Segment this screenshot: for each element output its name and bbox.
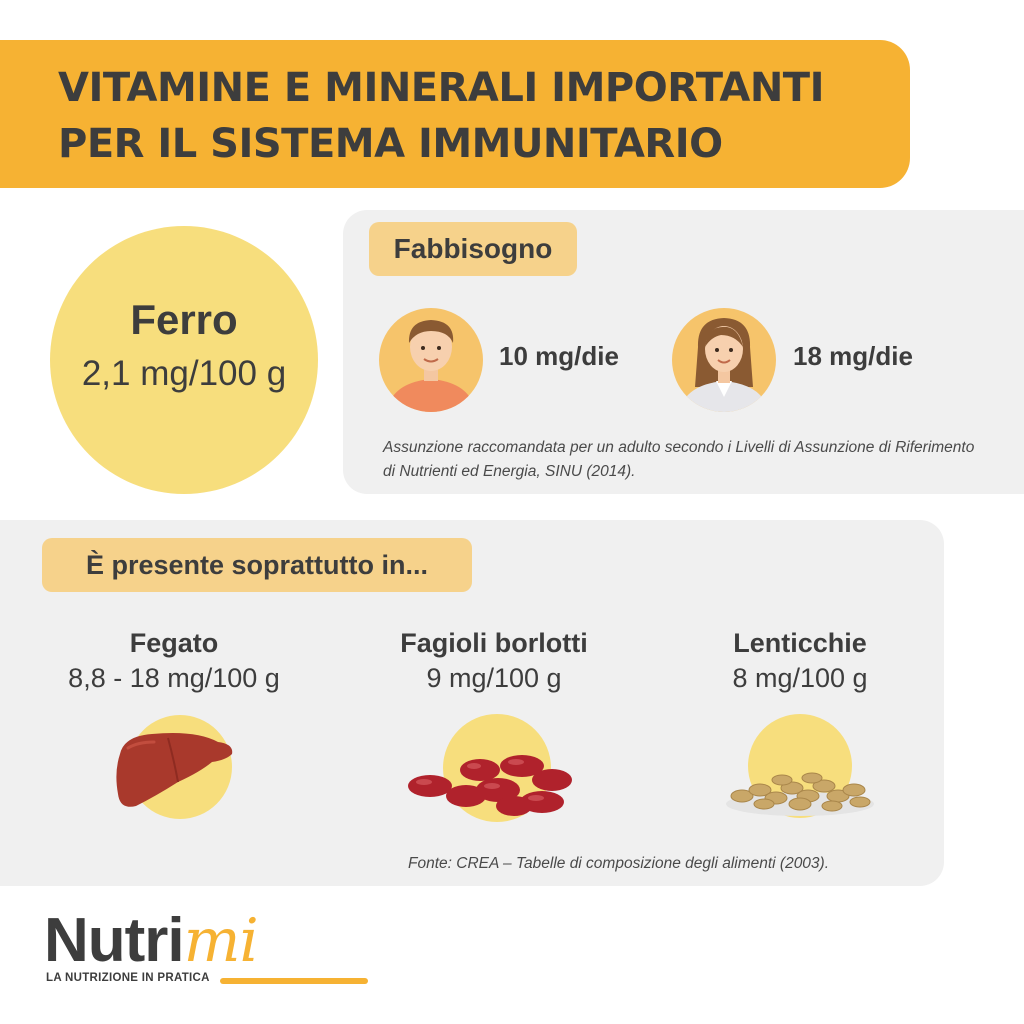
- beans-icon: [402, 712, 588, 824]
- foods-label: È presente soprattutto in...: [42, 538, 472, 592]
- food-item-liver: Fegato 8,8 - 18 mg/100 g: [24, 628, 324, 694]
- source-note: Fonte: CREA – Tabelle di composizione de…: [408, 855, 830, 872]
- mineral-circle: Ferro 2,1 mg/100 g: [50, 226, 318, 494]
- title-banner: VITAMINE E MINERALI IMPORTANTI PER IL SI…: [0, 40, 910, 188]
- liver-icon: [108, 714, 244, 820]
- requirement-label: Fabbisogno: [369, 222, 577, 276]
- page-title: VITAMINE E MINERALI IMPORTANTI PER IL SI…: [58, 60, 824, 172]
- man-avatar-icon: [378, 307, 484, 413]
- food-iron-value: 9 mg/100 g: [426, 663, 562, 693]
- food-name: Fegato: [129, 628, 219, 658]
- food-item-beans: Fagioli borlotti 9 mg/100 g: [344, 628, 644, 694]
- mineral-name: Ferro: [130, 296, 238, 343]
- woman-avatar-icon: [671, 307, 777, 413]
- food-iron-value: 8,8 - 18 mg/100 g: [68, 663, 280, 693]
- logo-wordmark: Nutrimi: [44, 906, 259, 976]
- male-requirement: 10 mg/die: [499, 341, 619, 371]
- logo-tagline: LA NUTRIZIONE IN PRATICA: [46, 972, 210, 984]
- requirement-note: Assunzione raccomandata per un adulto se…: [383, 439, 975, 480]
- food-iron-value: 8 mg/100 g: [732, 663, 868, 693]
- food-item-lentils: Lenticchie 8 mg/100 g: [650, 628, 950, 694]
- female-requirement: 18 mg/die: [793, 341, 913, 371]
- mineral-amount: 2,1 mg/100 g: [81, 354, 287, 393]
- food-name: Fagioli borlotti: [400, 628, 588, 658]
- page-title-line-2: PER IL SISTEMA IMMUNITARIO: [58, 121, 723, 167]
- page-title-line-1: VITAMINE E MINERALI IMPORTANTI: [58, 65, 824, 111]
- nutrimi-logo: Nutrimi LA NUTRIZIONE IN PRATICA: [44, 906, 368, 992]
- logo-word-main: Nutri: [44, 906, 185, 975]
- lentils-icon: [720, 712, 880, 824]
- logo-word-accent: mi: [183, 906, 259, 976]
- logo-underline: [220, 978, 368, 984]
- food-name: Lenticchie: [733, 628, 867, 658]
